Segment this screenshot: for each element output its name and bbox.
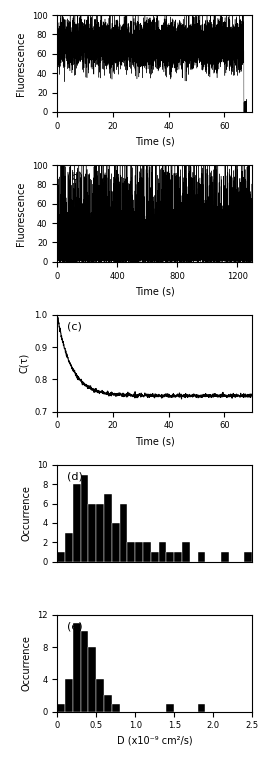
Y-axis label: Fluorescence: Fluorescence [16,181,26,245]
Text: (d): (d) [67,472,83,481]
Text: (a): (a) [67,22,83,32]
Bar [112,703,120,712]
Bar [65,679,73,712]
Bar [174,552,182,562]
Bar [143,542,151,562]
Bar [88,647,96,712]
Bar [104,494,112,562]
Bar [112,523,120,562]
Bar [57,552,65,562]
Bar [73,484,81,562]
Bar [198,552,205,562]
Bar [120,503,127,562]
Bar [88,503,96,562]
Bar [73,623,81,712]
Y-axis label: Occurrence: Occurrence [21,635,31,691]
Bar [81,631,88,712]
X-axis label: Time (s): Time (s) [135,436,174,446]
Bar [159,542,166,562]
Text: (b): (b) [67,172,83,182]
Bar [221,552,229,562]
Bar [104,696,112,712]
Bar [166,703,174,712]
Bar [57,703,65,712]
X-axis label: Time (s): Time (s) [135,136,174,146]
X-axis label: Time (s): Time (s) [135,286,174,296]
Bar [151,552,159,562]
Y-axis label: Occurrence: Occurrence [21,485,31,541]
Bar [166,552,174,562]
Bar [244,552,252,562]
Bar [135,542,143,562]
Y-axis label: C(τ): C(τ) [19,354,29,373]
Bar [127,542,135,562]
Bar [96,679,104,712]
X-axis label: D (x10⁻⁹ cm²/s): D (x10⁻⁹ cm²/s) [117,736,192,746]
Bar [65,533,73,562]
Text: (c): (c) [67,322,82,332]
Y-axis label: Fluorescence: Fluorescence [16,31,26,95]
Bar [81,475,88,562]
Bar [96,503,104,562]
Bar [182,542,190,562]
Text: (e): (e) [67,621,83,631]
Bar [198,703,205,712]
